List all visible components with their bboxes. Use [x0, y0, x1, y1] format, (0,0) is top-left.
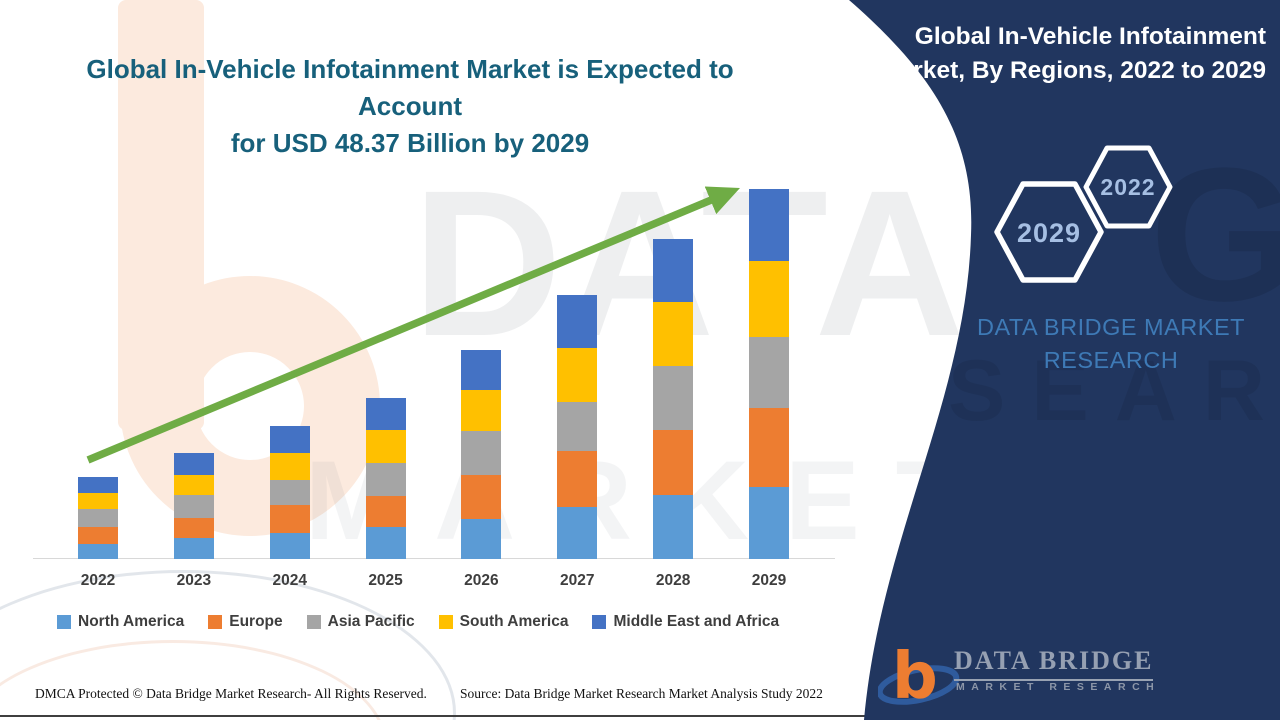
bar-segment-europe: [461, 474, 502, 519]
legend-label: Middle East and Africa: [613, 613, 780, 630]
bar-segment-north-america: [78, 543, 118, 559]
dbmr-logo: b DATA BRIDGE MARKET RESEARCH: [878, 628, 1154, 712]
x-axis-label: 2028: [655, 572, 691, 589]
dbmr-logo-mark: b: [878, 640, 960, 712]
dbmr-logo-sub: MARKET RESEARCH: [956, 681, 1161, 693]
legend: North America Europe Asia Pacific South Ame…: [57, 613, 779, 631]
hexagon-2029: 2029: [994, 181, 1104, 283]
svg-text:b: b: [892, 640, 938, 712]
hexagon-2029-label: 2029: [1017, 218, 1081, 248]
x-axis-baseline: [33, 558, 835, 559]
hexagon-2022: 2022: [1083, 145, 1173, 229]
bar-segment-north-america: [461, 518, 502, 559]
legend-item: Middle East and Africa: [592, 613, 779, 631]
legend-item: North America: [57, 613, 184, 631]
legend-swatch: [208, 615, 223, 629]
bar-segment-north-america: [173, 538, 214, 559]
legend-label: Europe: [229, 613, 283, 630]
bar-segment-asia-pacific: [78, 509, 118, 527]
hexagon-2022-label: 2022: [1100, 174, 1155, 200]
x-axis-label: 2026: [464, 572, 499, 589]
x-axis-label: 2027: [560, 572, 595, 589]
legend-label: South America: [459, 613, 569, 630]
bar-2029: [748, 189, 789, 559]
legend-item: South America: [438, 613, 569, 631]
source-text: Source: Data Bridge Market Research Mark…: [460, 686, 823, 701]
x-axis-label: 2025: [368, 572, 403, 589]
brand-text: DATA BRIDGE MARKET RESEARCH: [977, 314, 1245, 373]
bar-segment-south-america: [748, 260, 789, 338]
bar-segment-middle-east-and-africa: [748, 189, 789, 261]
bar-segment-north-america: [557, 507, 598, 559]
legend-swatch: [438, 615, 453, 629]
bar-segment-asia-pacific: [748, 337, 789, 408]
panel-watermark-mid: SEARCH: [948, 343, 1280, 439]
panel-title: Global In-Vehicle Infotainment Market, B…: [879, 23, 1266, 84]
legend-swatch: [306, 615, 321, 629]
x-axis-label: 2024: [272, 572, 307, 589]
dmca-text: DMCA Protected © Data Bridge Market Rese…: [35, 686, 427, 701]
bar-segment-north-america: [748, 487, 789, 559]
bar-segment-north-america: [269, 533, 310, 559]
bar-segment-south-america: [78, 492, 118, 510]
legend-item: Asia Pacific: [306, 613, 415, 631]
dbmr-logo-name: DATA BRIDGE: [954, 646, 1154, 681]
legend-item: Europe: [208, 613, 283, 631]
panel-watermark-top: GE: [1150, 129, 1280, 341]
bar-segment-europe: [748, 407, 789, 488]
footer-rule: [0, 715, 872, 717]
side-panel-shape: [849, 0, 1280, 720]
legend-label: North America: [78, 613, 185, 630]
legend-label: Asia Pacific: [327, 613, 415, 630]
x-axis-label: 2029: [751, 572, 787, 589]
legend-swatch: [592, 615, 607, 629]
bar-2022: [78, 477, 118, 559]
x-axis-label: 2022: [80, 572, 116, 589]
bar-segment-north-america: [653, 494, 694, 559]
bar-segment-middle-east-and-africa: [78, 477, 118, 493]
legend-swatch: [57, 615, 71, 629]
chart-title-line2: for USD 48.37 Billion by 2029: [230, 127, 590, 158]
x-axis-label: 2023: [176, 572, 212, 589]
bar-segment-europe: [78, 526, 118, 544]
